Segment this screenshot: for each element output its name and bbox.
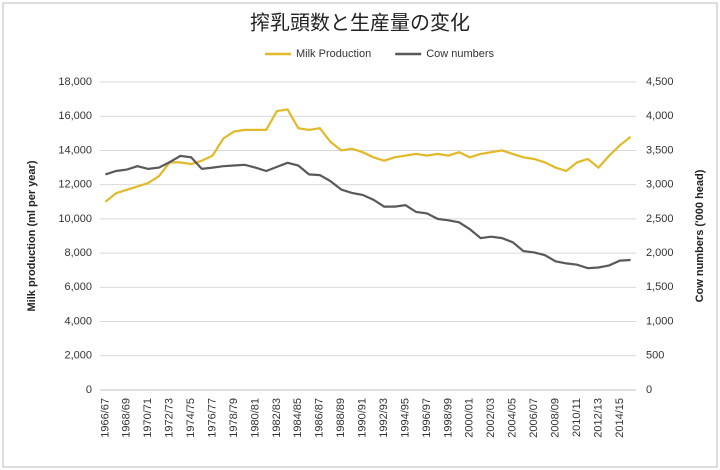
y-tick-label: 4,000 <box>64 315 92 327</box>
x-tick-label: 1982/83 <box>271 398 283 438</box>
x-tick-label: 1978/79 <box>228 398 240 438</box>
y2-tick-label: 0 <box>646 384 652 396</box>
x-tick-label: 1988/89 <box>335 398 347 438</box>
x-tick-label: 2002/03 <box>485 398 497 438</box>
y2-tick-label: 3,000 <box>646 179 674 191</box>
x-tick-label: 1972/73 <box>164 398 176 438</box>
x-tick-label: 1996/97 <box>421 398 433 438</box>
data-line <box>105 154 631 270</box>
x-tick-label: 1986/87 <box>314 398 326 438</box>
y-tick-label: 2,000 <box>64 350 92 362</box>
data-line <box>104 108 632 203</box>
y-tick-label: 18,000 <box>58 76 92 88</box>
y-tick-label: 6,000 <box>64 281 92 293</box>
x-tick-label: 2010/11 <box>571 398 583 437</box>
x-tick-label: 1990/91 <box>357 398 369 438</box>
x-tick-label: 1984/85 <box>292 398 304 438</box>
y-axis-title: Milk production (ml per year) <box>26 160 38 311</box>
y2-axis-title: Cow numbers ('000 head) <box>694 169 706 302</box>
y2-tick-label: 4,000 <box>646 110 674 122</box>
y-tick-label: 14,000 <box>58 144 92 156</box>
y-tick-label: 10,000 <box>58 213 92 225</box>
y-tick-label: 12,000 <box>58 179 92 191</box>
y-tick-label: 16,000 <box>58 110 92 122</box>
x-tick-label: 1974/75 <box>185 398 197 438</box>
x-tick-label: 2014/15 <box>614 398 626 438</box>
x-tick-label: 2000/01 <box>464 398 476 438</box>
x-tick-label: 1980/81 <box>249 398 261 438</box>
y-tick-label: 8,000 <box>64 247 92 259</box>
x-tick-label: 2006/07 <box>528 398 540 438</box>
legend-label: Milk Production <box>296 48 371 60</box>
x-tick-label: 1992/93 <box>378 398 390 438</box>
y2-tick-label: 2,000 <box>646 247 674 259</box>
chart-title: 搾乳頭数と生産量の変化 <box>250 11 470 35</box>
y2-tick-label: 2,500 <box>646 213 674 225</box>
y2-tick-label: 1,500 <box>646 281 674 293</box>
x-tick-label: 1970/71 <box>142 398 154 438</box>
x-tick-label: 2012/13 <box>592 398 604 438</box>
x-tick-label: 1966/67 <box>99 398 111 438</box>
x-tick-label: 2004/05 <box>507 398 519 438</box>
y2-tick-label: 1,000 <box>646 315 674 327</box>
x-tick-label: 2008/09 <box>550 398 562 438</box>
y2-tick-label: 500 <box>646 350 664 362</box>
y2-tick-label: 3,500 <box>646 144 674 156</box>
y-tick-label: 0 <box>86 384 92 396</box>
x-tick-label: 1968/69 <box>121 398 133 438</box>
x-tick-label: 1998/99 <box>442 398 454 438</box>
x-tick-label: 1994/95 <box>399 398 411 438</box>
y2-tick-label: 4,500 <box>646 76 674 88</box>
legend-label: Cow numbers <box>426 48 494 60</box>
x-tick-label: 1976/77 <box>206 398 218 438</box>
